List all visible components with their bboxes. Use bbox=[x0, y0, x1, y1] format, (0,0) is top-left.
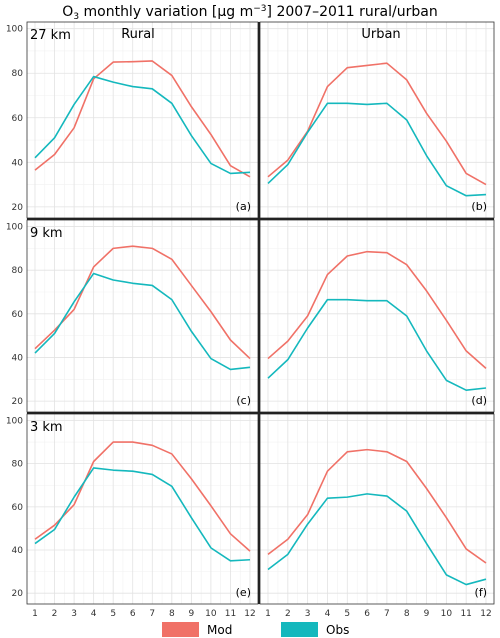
x-tick-label: 10 bbox=[205, 609, 217, 619]
series-line-obs bbox=[34, 467, 251, 562]
panel-f: (f) bbox=[259, 413, 495, 605]
series-line-obs bbox=[267, 102, 487, 197]
series-line-mod bbox=[34, 441, 251, 552]
panel-label: (f) bbox=[475, 586, 487, 599]
resolution-label: 3 km bbox=[30, 420, 63, 435]
panel-label: (d) bbox=[471, 394, 487, 407]
x-tick-label: 11 bbox=[225, 609, 236, 619]
y-tick-label: 20 bbox=[12, 589, 24, 599]
y-tick-label: 80 bbox=[12, 460, 24, 470]
series-line-obs bbox=[267, 493, 487, 586]
series-line-mod bbox=[34, 60, 251, 178]
legend: Mod Obs bbox=[162, 622, 349, 637]
x-tick-label: 9 bbox=[188, 609, 194, 619]
panel-label: (b) bbox=[471, 200, 487, 213]
panel-c: 20 40 60 80 100 (c) 9 km bbox=[6, 219, 259, 413]
x-tick-label: 6 bbox=[130, 609, 136, 619]
panel-b: (b) Urban bbox=[259, 21, 495, 219]
column-label: Urban bbox=[361, 27, 400, 42]
series-line-mod bbox=[34, 245, 251, 360]
x-tick-label: 8 bbox=[169, 609, 175, 619]
y-tick-label: 20 bbox=[12, 397, 24, 407]
x-tick-label: 8 bbox=[404, 609, 410, 619]
y-tick-label: 40 bbox=[12, 353, 24, 363]
x-tick-label: 5 bbox=[344, 609, 350, 619]
x-tick-label: 3 bbox=[71, 609, 77, 619]
resolution-label: 9 km bbox=[30, 226, 63, 241]
panel-a: 20 40 60 80 100 (a) 27 km Rural bbox=[6, 21, 259, 219]
panel-label: (c) bbox=[236, 394, 251, 407]
x-tick-label: 9 bbox=[424, 609, 430, 619]
y-tick-label: 100 bbox=[6, 416, 23, 426]
legend-label-mod: Mod bbox=[207, 623, 232, 637]
y-tick-label: 60 bbox=[12, 310, 24, 320]
panel-label: (a) bbox=[236, 200, 251, 213]
y-tick-label: 100 bbox=[6, 223, 23, 233]
series-line-mod bbox=[267, 62, 487, 186]
x-tick-label: 11 bbox=[460, 609, 471, 619]
resolution-label: 27 km bbox=[30, 28, 71, 43]
x-tick-label: 12 bbox=[480, 609, 491, 619]
y-tick-label: 100 bbox=[6, 25, 23, 35]
y-tick-label: 60 bbox=[12, 114, 24, 124]
x-tick-label: 6 bbox=[364, 609, 370, 619]
y-tick-label: 80 bbox=[12, 266, 24, 276]
x-tick-label: 7 bbox=[149, 609, 155, 619]
x-tick-label: 7 bbox=[384, 609, 390, 619]
legend-swatch-mod bbox=[162, 622, 199, 637]
y-tick-label: 60 bbox=[12, 503, 24, 513]
x-tick-label: 4 bbox=[91, 609, 97, 619]
x-tick-label: 1 bbox=[32, 609, 38, 619]
column-label: Rural bbox=[121, 27, 155, 42]
x-tick-label: 4 bbox=[325, 609, 331, 619]
series-line-obs bbox=[267, 298, 487, 391]
x-tick-label: 10 bbox=[441, 609, 453, 619]
panels-group: 20 40 60 80 100 (a) 27 km Rural (b) Urban 20 40 60 80… bbox=[6, 21, 495, 619]
chart-title: O3 monthly variation [µg m−3] 2007–2011 … bbox=[62, 4, 437, 22]
y-tick-label: 80 bbox=[12, 69, 24, 79]
y-tick-label: 40 bbox=[12, 546, 24, 556]
x-tick-label: 2 bbox=[285, 609, 291, 619]
panel-d: (d) bbox=[259, 219, 495, 413]
panel-label: (e) bbox=[236, 586, 251, 599]
panel-e: 20 40 60 80 100 (e) 3 km bbox=[6, 413, 259, 605]
series-line-obs bbox=[34, 272, 251, 371]
x-tick-label: 2 bbox=[52, 609, 58, 619]
y-tick-label: 40 bbox=[12, 158, 24, 168]
legend-swatch-obs bbox=[281, 622, 318, 637]
series-line-mod bbox=[267, 448, 487, 564]
series-line-obs bbox=[34, 75, 251, 175]
x-tick-label: 3 bbox=[305, 609, 311, 619]
x-tick-label: 5 bbox=[110, 609, 116, 619]
legend-label-obs: Obs bbox=[326, 623, 349, 637]
y-tick-label: 20 bbox=[12, 203, 24, 213]
x-tick-label: 1 bbox=[265, 609, 271, 619]
series-line-mod bbox=[267, 250, 487, 369]
x-tick-label: 12 bbox=[244, 609, 255, 619]
